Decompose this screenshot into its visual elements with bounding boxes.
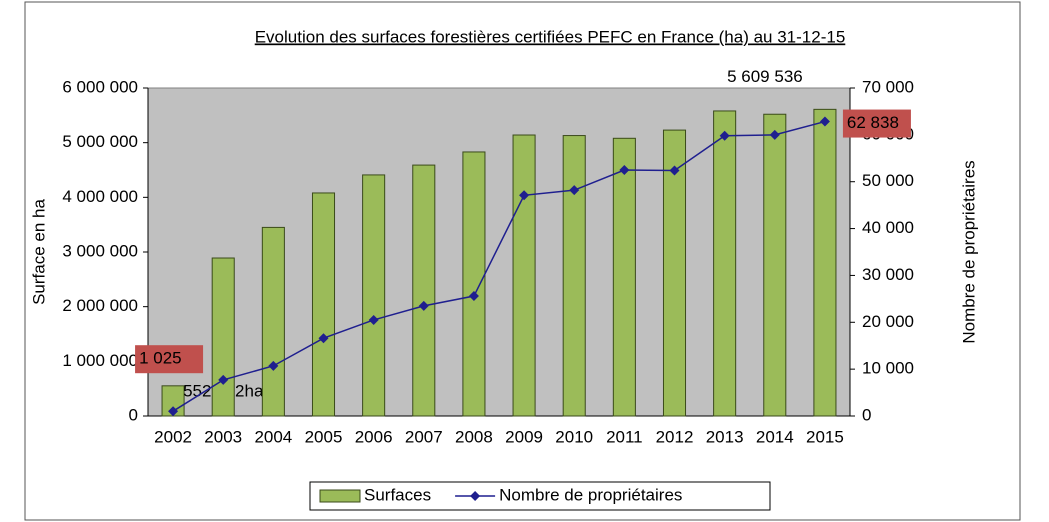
- line-marker: [468, 291, 479, 302]
- legend-swatch: [319, 489, 361, 503]
- x-tick-label: 2007: [405, 427, 443, 446]
- line-marker: [218, 374, 229, 385]
- y-tick-label: 1 000 000: [62, 351, 138, 370]
- bar: [362, 174, 386, 417]
- y2-tick-label: 30 000: [862, 265, 914, 284]
- x-tick-label: 2005: [305, 427, 343, 446]
- x-tick-label: 2014: [756, 427, 794, 446]
- x-tick-label: 2015: [806, 427, 844, 446]
- x-tick-label: 2011: [606, 427, 643, 446]
- line-marker: [619, 165, 630, 175]
- bar: [211, 257, 235, 417]
- plot-area: [147, 87, 851, 417]
- x-tick-label: 2013: [706, 427, 744, 446]
- legend-label: Surfaces: [364, 485, 431, 504]
- line-marker: [368, 314, 379, 325]
- x-tick-label: 2008: [455, 427, 493, 446]
- bar: [662, 129, 687, 417]
- y2-tick-label: 10 000: [862, 359, 914, 378]
- x-tick-label: 2010: [555, 427, 593, 446]
- line-marker: [819, 116, 830, 127]
- y2-axis-label: Nombre de propriétaires: [959, 160, 978, 343]
- legend-marker: [470, 491, 481, 501]
- y-axis-label: Surface en ha: [29, 199, 48, 305]
- bar: [562, 135, 586, 417]
- legend-box: [309, 481, 771, 511]
- bar: [512, 134, 536, 417]
- x-tick-label: 2003: [204, 427, 242, 446]
- y2-tick-label: 40 000: [862, 218, 914, 237]
- chart-title: Evolution des surfaces forestières certi…: [255, 27, 846, 46]
- line-marker: [669, 165, 680, 176]
- line-value-label: 1 025: [139, 349, 182, 368]
- line-marker: [268, 360, 279, 371]
- y-tick-label: 6 000 000: [62, 77, 138, 96]
- value-label-box: [135, 345, 204, 374]
- value-label-box: [842, 109, 911, 138]
- bar: [412, 164, 436, 417]
- bar: [763, 113, 787, 417]
- y-tick-label: 3 000 000: [62, 241, 138, 260]
- bar: [462, 151, 486, 417]
- x-tick-label: 2012: [656, 427, 694, 446]
- line-value-label: 62 838: [847, 113, 899, 132]
- line-series: [172, 120, 826, 412]
- line-marker: [569, 185, 580, 196]
- legend-label: Nombre de propriétaires: [499, 485, 682, 504]
- y-tick-label: 2 000 000: [62, 296, 138, 315]
- bar: [612, 137, 636, 417]
- x-tick-label: 2004: [254, 427, 292, 446]
- y-tick-label: 5 000 000: [62, 132, 138, 151]
- bar: [261, 226, 285, 417]
- y2-tick-label: 70 000: [862, 77, 914, 96]
- bar: [813, 108, 837, 417]
- x-tick-label: 2002: [154, 427, 192, 446]
- x-tick-label: 2009: [505, 427, 543, 446]
- y2-tick-label: 0: [862, 405, 871, 424]
- line-marker: [719, 130, 730, 141]
- line-marker: [168, 406, 179, 417]
- line-marker: [318, 333, 329, 344]
- line-marker: [519, 190, 530, 201]
- x-tick-label: 2006: [355, 427, 393, 446]
- y-tick-label: 4 000 000: [62, 187, 138, 206]
- line-marker: [418, 300, 429, 311]
- y2-tick-label: 20 000: [862, 312, 914, 331]
- bar: [713, 110, 737, 417]
- line-marker: [769, 129, 780, 140]
- bar-value-label: 5 609 536: [727, 67, 803, 86]
- y-tick-label: 0: [129, 405, 138, 424]
- bar: [311, 192, 336, 417]
- y2-tick-label: 50 000: [862, 171, 914, 190]
